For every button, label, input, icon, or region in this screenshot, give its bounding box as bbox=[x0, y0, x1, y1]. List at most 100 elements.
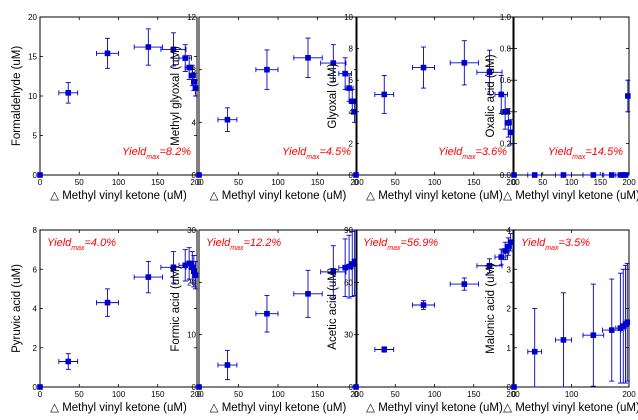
y-tick-label: 2 bbox=[33, 344, 38, 353]
x-axis-label: △ Methyl vinyl ketone (uM) bbox=[503, 402, 638, 414]
data-point bbox=[505, 243, 512, 250]
yield-annotation: Yieldmax=4.0% bbox=[47, 237, 116, 252]
x-tick-label: 0 bbox=[38, 178, 43, 187]
x-tick-label: 0 bbox=[38, 390, 43, 399]
x-tick-label: 150 bbox=[311, 390, 325, 399]
y-tick-label: 4 bbox=[192, 118, 197, 127]
yield-annotation: Yieldmax=12.2% bbox=[206, 237, 281, 252]
x-tick-label: 100 bbox=[112, 178, 126, 187]
data-point bbox=[104, 299, 111, 306]
data-point bbox=[170, 46, 177, 53]
x-tick-label: 0 bbox=[197, 390, 202, 399]
y-tick-label: 10 bbox=[187, 331, 196, 340]
data-point bbox=[192, 85, 199, 91]
data-point bbox=[511, 172, 517, 178]
x-tick-label: 0 bbox=[354, 390, 359, 399]
x-tick-label: 100 bbox=[565, 178, 579, 187]
data-point bbox=[224, 116, 231, 123]
data-point bbox=[531, 348, 538, 355]
x-tick-label: 100 bbox=[428, 178, 442, 187]
x-axis-label: △ Methyl vinyl ketone (uM) bbox=[50, 190, 187, 202]
data-point bbox=[351, 258, 358, 265]
data-point bbox=[353, 384, 359, 390]
data-point bbox=[191, 268, 197, 275]
y-axis-label: Oxalic acid (uM) bbox=[485, 54, 497, 137]
x-axis-label: △ Methyl vinyl ketone (uM) bbox=[210, 402, 347, 414]
data-point bbox=[502, 248, 508, 254]
data-point bbox=[622, 172, 629, 178]
data-point bbox=[608, 172, 615, 178]
x-tick-label: 50 bbox=[391, 178, 400, 187]
data-point bbox=[189, 72, 196, 79]
y-tick-label: 0.0 bbox=[500, 171, 512, 180]
data-point bbox=[305, 55, 311, 61]
x-tick-label: 200 bbox=[190, 178, 204, 187]
y-tick-label: 30 bbox=[344, 331, 353, 340]
x-tick-label: 100 bbox=[112, 390, 126, 399]
y-tick-label: 30 bbox=[187, 226, 196, 235]
data-point bbox=[351, 109, 358, 115]
data-point bbox=[486, 69, 493, 76]
y-tick-label: 10 bbox=[28, 92, 37, 101]
x-tick-label: 0 bbox=[512, 178, 517, 187]
data-point bbox=[182, 55, 189, 61]
data-point bbox=[264, 310, 270, 317]
x-tick-label: 150 bbox=[151, 390, 165, 399]
y-tick-label: 90 bbox=[344, 226, 353, 235]
y-tick-label: 4 bbox=[33, 305, 38, 314]
x-tick-label: 200 bbox=[506, 390, 520, 399]
data-point bbox=[505, 120, 512, 126]
y-tick-label: 0 bbox=[349, 383, 354, 392]
y-tick-label: 8 bbox=[33, 226, 38, 235]
x-tick-label: 50 bbox=[234, 390, 243, 399]
x-tick-label: 0 bbox=[354, 178, 359, 187]
data-point bbox=[186, 260, 192, 267]
y-tick-label: 12 bbox=[187, 13, 196, 22]
data-point bbox=[486, 262, 493, 269]
data-point bbox=[507, 239, 514, 246]
y-tick-label: 10 bbox=[344, 13, 353, 22]
data-point bbox=[145, 44, 152, 50]
data-point bbox=[461, 60, 468, 66]
x-tick-label: 150 bbox=[467, 390, 481, 399]
y-tick-label: 4 bbox=[507, 226, 512, 235]
data-point bbox=[104, 50, 111, 57]
data-point bbox=[381, 346, 388, 353]
data-point bbox=[461, 281, 468, 287]
y-axis-label: Formic acid (uM) bbox=[170, 265, 182, 351]
y-tick-label: 8 bbox=[349, 45, 354, 54]
y-tick-label: 2 bbox=[507, 305, 512, 314]
data-point bbox=[65, 90, 72, 96]
data-point bbox=[498, 254, 505, 260]
x-tick-label: 50 bbox=[234, 178, 243, 187]
data-point bbox=[624, 319, 631, 326]
data-point bbox=[189, 264, 196, 271]
yield-annotation: Yieldmax=8.2% bbox=[122, 146, 191, 161]
y-axis-label: Formaldehyde (uM) bbox=[11, 46, 23, 147]
y-tick-label: 2 bbox=[349, 139, 354, 148]
x-tick-label: 100 bbox=[428, 390, 442, 399]
x-axis-label: △ Methyl vinyl ketone (uM) bbox=[366, 190, 503, 202]
data-point bbox=[37, 172, 43, 178]
y-tick-label: 0.8 bbox=[500, 45, 512, 54]
data-point bbox=[625, 93, 631, 99]
data-point bbox=[264, 66, 270, 73]
x-tick-label: 100 bbox=[271, 178, 285, 187]
data-point bbox=[305, 291, 311, 297]
y-axis-label: Malonic acid (uM) bbox=[485, 263, 497, 354]
data-point bbox=[353, 172, 359, 178]
y-axis-label: Methyl glyoxal (uM) bbox=[170, 46, 182, 146]
y-tick-label: 0 bbox=[192, 171, 197, 180]
y-tick-label: 0 bbox=[507, 383, 512, 392]
y-tick-label: 15 bbox=[28, 53, 37, 62]
data-point bbox=[560, 172, 567, 178]
x-tick-label: 150 bbox=[151, 178, 165, 187]
data-point bbox=[507, 129, 514, 136]
data-point bbox=[330, 269, 337, 275]
y-tick-label: 0 bbox=[349, 171, 354, 180]
